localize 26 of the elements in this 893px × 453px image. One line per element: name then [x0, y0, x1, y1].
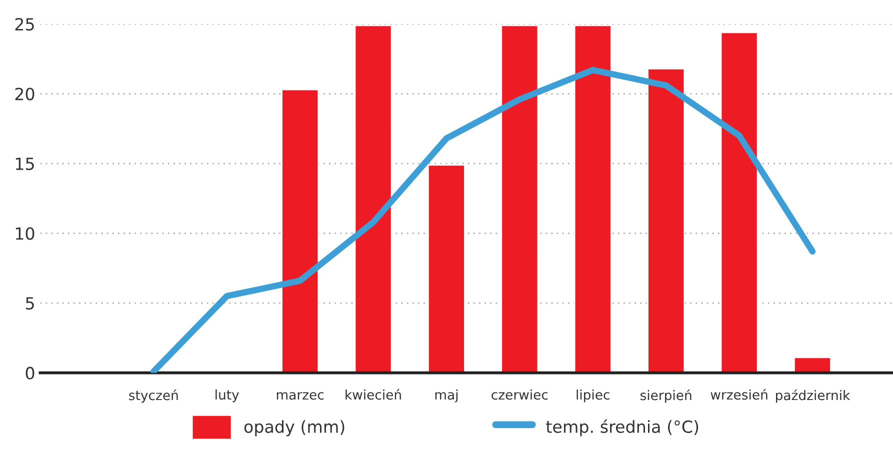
bar	[720, 32, 758, 373]
y-tick-label: 25	[15, 18, 34, 31]
x-tick-label: lipiec	[576, 389, 610, 402]
x-tick-label: kwiecień	[346, 388, 401, 400]
bar	[281, 88, 320, 373]
legend-label: opady (mm)	[244, 420, 344, 436]
bar	[500, 24, 539, 373]
x-tick-label: sierpień	[640, 389, 692, 403]
legend-label: temp. średnia (°C)	[546, 419, 698, 436]
x-tick-label: maj	[435, 389, 458, 402]
y-tick-label: 20	[15, 88, 34, 100]
x-tick-label: luty	[216, 389, 239, 402]
y-tick-label: 15	[16, 158, 34, 170]
x-tick-label: wrzesień	[710, 388, 768, 400]
y-tick-label: 0	[26, 366, 34, 380]
y-tick-label: 5	[26, 297, 34, 310]
x-tick-label: czerwiec	[492, 389, 548, 400]
bar	[354, 24, 392, 373]
x-tick-label: październik	[776, 389, 850, 403]
y-tick-label: 10	[16, 227, 34, 240]
bar	[793, 356, 832, 373]
x-tick-label: marzec	[276, 392, 324, 400]
bar	[574, 24, 612, 373]
bar	[647, 68, 686, 373]
x-tick-label: styczeń	[129, 389, 178, 403]
bar	[427, 164, 466, 373]
